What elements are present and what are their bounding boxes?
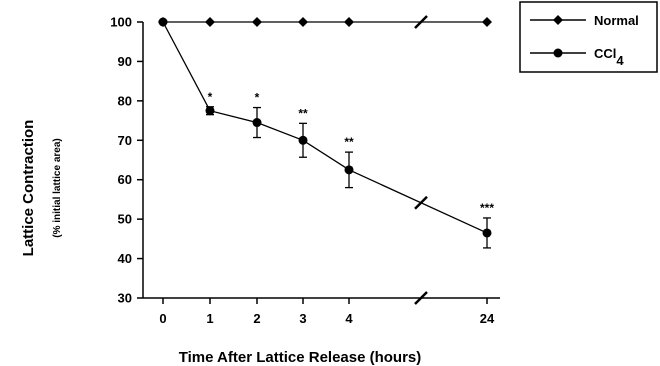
data-point-diamond: [482, 17, 492, 27]
x-tick-label: 1: [206, 311, 213, 326]
data-point-circle: [252, 118, 262, 128]
legend-label-ccl4-main: CCl: [594, 46, 616, 61]
data-point-diamond: [344, 17, 354, 27]
significance-label: ***: [480, 201, 494, 215]
y-axis-sublabel: (% initial lattice area): [52, 138, 63, 237]
y-tick-label: 50: [118, 212, 132, 227]
legend: Normal CCl4: [519, 1, 658, 73]
data-point-circle: [298, 135, 308, 145]
significance-label: **: [344, 135, 354, 149]
y-tick-label: 90: [118, 54, 132, 69]
y-tick-label: 40: [118, 251, 132, 266]
legend-label-ccl4: CCl4: [594, 46, 624, 68]
y-tick-label: 80: [118, 93, 132, 108]
data-point-diamond: [205, 17, 215, 27]
x-axis-label: Time After Lattice Release (hours): [179, 349, 422, 366]
y-tick-label: 30: [118, 291, 132, 306]
axes: 30 40 50 60 70 80 90 100 0 1 2 3 4 24: [110, 15, 500, 326]
x-tick-label: 24: [480, 311, 495, 326]
data-point-diamond: [298, 17, 308, 27]
significance-label: *: [255, 91, 260, 105]
legend-box: [519, 1, 658, 73]
significance-label: *: [208, 90, 213, 104]
x-tick-label: 0: [159, 311, 166, 326]
legend-marker-ccl4: [553, 48, 563, 58]
y-tick-label: 60: [118, 172, 132, 187]
y-axis-label: Lattice Contraction: [20, 120, 37, 257]
y-tick-label: 100: [110, 15, 132, 30]
x-tick-label: 4: [345, 311, 353, 326]
data-point-circle: [344, 165, 354, 175]
data-point-circle: [482, 228, 492, 238]
legend-label-ccl4-sub: 4: [616, 53, 624, 68]
x-tick-label: 3: [299, 311, 306, 326]
series-line: [162, 21, 488, 234]
x-tick-label: 2: [253, 311, 260, 326]
labels-layer: Lattice Contraction (% initial lattice a…: [20, 120, 421, 366]
legend-marker-normal: [553, 15, 563, 25]
data-point-circle: [158, 17, 168, 27]
data-point-circle: [205, 106, 215, 116]
series-ccl4: * ********: [158, 17, 494, 249]
legend-label-normal: Normal: [594, 13, 639, 28]
significance-label: **: [298, 106, 308, 120]
series-normal: [158, 17, 492, 27]
series-layer: * ********: [158, 17, 494, 249]
y-tick-label: 70: [118, 133, 132, 148]
data-point-diamond: [252, 17, 262, 27]
x-axis-break-mark: [414, 291, 428, 305]
